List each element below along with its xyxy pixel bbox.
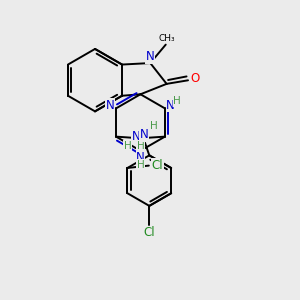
Text: O: O xyxy=(190,72,199,85)
Text: N: N xyxy=(136,151,145,164)
Text: H: H xyxy=(137,141,145,152)
Text: N: N xyxy=(106,99,115,112)
Text: CH₃: CH₃ xyxy=(159,34,175,43)
Text: N: N xyxy=(146,50,155,63)
Text: H: H xyxy=(150,121,158,130)
Text: H: H xyxy=(173,96,181,106)
Text: Cl: Cl xyxy=(151,158,163,172)
Text: Cl: Cl xyxy=(143,226,155,239)
Text: N: N xyxy=(132,130,140,143)
Text: H: H xyxy=(124,140,132,151)
Text: N: N xyxy=(166,99,175,112)
Text: H: H xyxy=(136,160,144,170)
Text: N: N xyxy=(140,128,148,141)
